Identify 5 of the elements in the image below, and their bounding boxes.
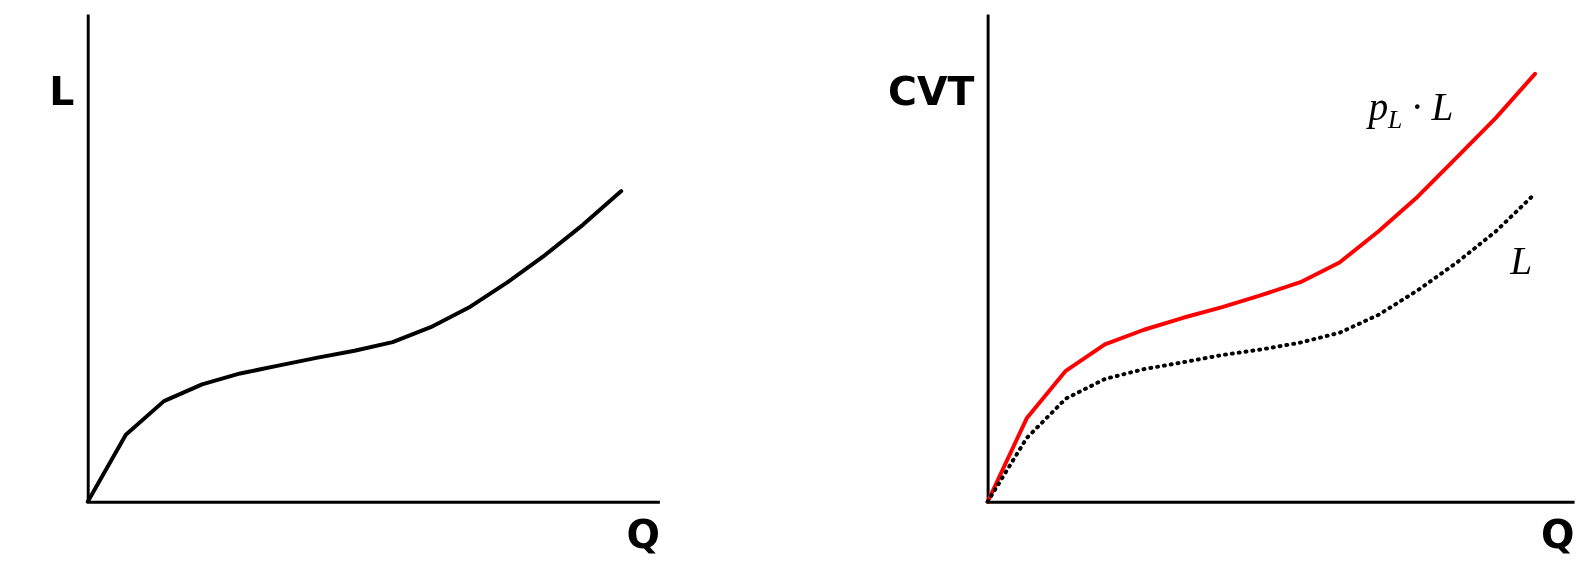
x-axis-title: Q — [1541, 510, 1575, 557]
series-label: L — [1509, 239, 1533, 284]
y-axis-title: CVT — [888, 68, 975, 115]
y-axis-title: L — [49, 68, 75, 115]
x-axis-title: Q — [626, 510, 660, 557]
